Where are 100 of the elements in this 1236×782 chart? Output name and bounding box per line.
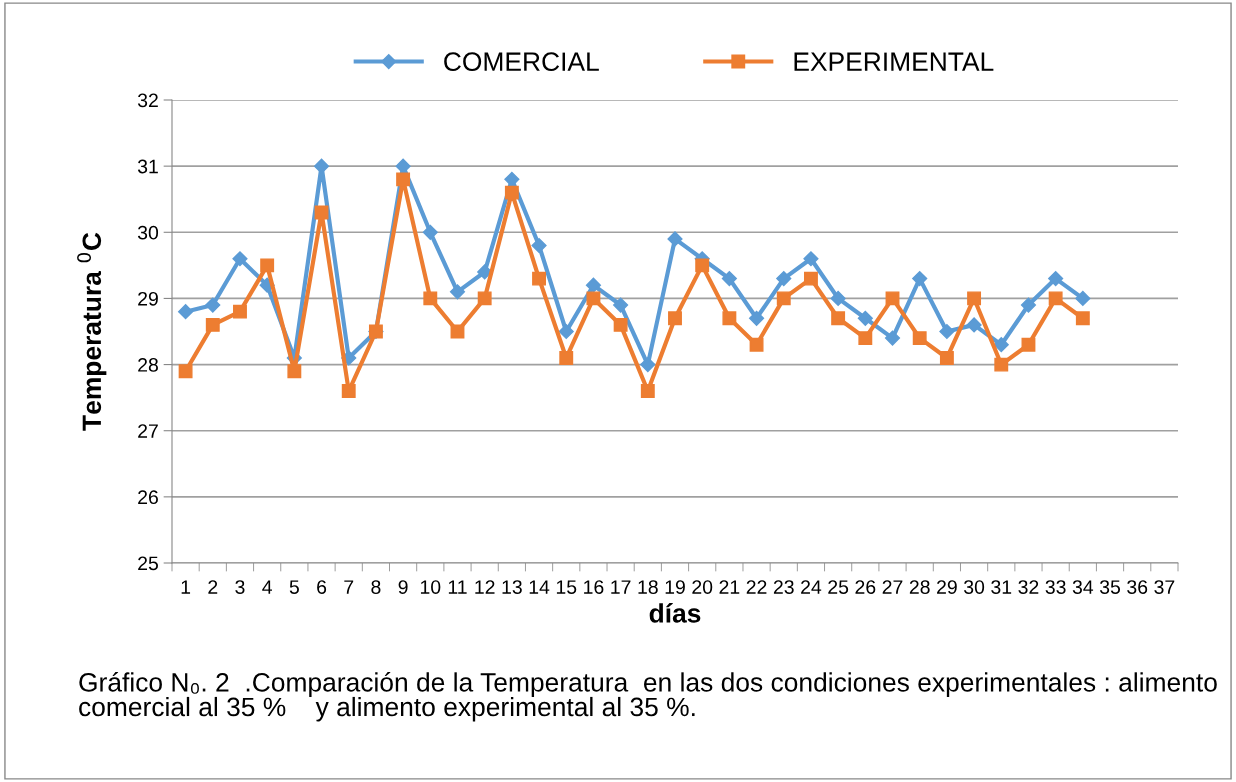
x-tick-label: 33	[1045, 580, 1066, 594]
point	[885, 291, 900, 306]
x-axis-title: días	[649, 603, 701, 623]
x-tick-label: 25	[828, 580, 849, 594]
point	[857, 310, 873, 326]
x-tick-label: 31	[991, 580, 1012, 594]
point	[396, 172, 411, 187]
point	[1021, 337, 1036, 352]
x-tick-label: 36	[1127, 580, 1148, 594]
x-tick-label: 3	[235, 580, 245, 594]
y-tick-label: 28	[138, 358, 158, 372]
y-axis-title: Temperatura $^{0}$C	[77, 232, 107, 431]
legend-label: COMERCIAL	[444, 52, 599, 72]
x-tick-label: 20	[692, 580, 713, 594]
point	[395, 158, 411, 174]
x-tick-label: 10	[420, 580, 441, 594]
text: Gráfico N₀. 2 .Comparación de la Temperatura en las dos condiciones experimentales : alimento comercial al 35 % y alimento experimental al 35 %.	[79, 672, 1217, 722]
point	[260, 258, 275, 273]
x-tick-label: 29	[937, 580, 957, 594]
x-tick-label: 21	[719, 580, 740, 594]
point	[912, 271, 928, 287]
point	[776, 291, 791, 306]
point	[993, 337, 1009, 353]
point	[1075, 311, 1090, 326]
point	[449, 284, 466, 300]
point	[178, 364, 193, 379]
point	[423, 291, 438, 306]
x-tick-label: 37	[1154, 580, 1175, 594]
point	[558, 323, 574, 340]
point	[233, 304, 247, 319]
point	[939, 351, 954, 365]
point	[858, 331, 873, 346]
point	[341, 384, 356, 398]
y-tick-label: 32	[137, 93, 158, 108]
x-tick-label: 17	[611, 580, 631, 594]
y-tick-label: 30	[137, 225, 159, 240]
x-tick-label: 26	[855, 580, 876, 594]
x-tick-label: 1	[181, 580, 191, 594]
point	[884, 330, 901, 346]
x-tick-label: 19	[665, 580, 685, 594]
x-tick-label: 6	[317, 580, 327, 594]
x-tick-label: 22	[746, 580, 767, 594]
x-tick-label: 30	[964, 580, 985, 594]
point	[912, 331, 927, 346]
point	[287, 364, 302, 379]
point	[667, 231, 683, 247]
point	[830, 290, 846, 306]
x-tick-label: 18	[638, 580, 658, 594]
point	[748, 310, 765, 326]
point	[422, 224, 438, 240]
x-tick-label: 2	[208, 580, 218, 594]
point	[695, 258, 710, 273]
x-tick-label: 9	[398, 580, 408, 594]
x-tick-label: 34	[1072, 580, 1094, 594]
point	[232, 251, 248, 267]
y-tick-label: 27	[138, 424, 158, 438]
x-tick-label: 15	[556, 580, 577, 594]
point	[804, 271, 818, 286]
point	[1048, 291, 1063, 306]
x-tick-label: 32	[1018, 580, 1039, 594]
point	[313, 158, 330, 174]
point	[776, 271, 792, 287]
x-tick-label: 8	[371, 580, 381, 594]
x-tick-label: 28	[909, 580, 930, 594]
x-tick-label: 27	[882, 580, 903, 594]
point	[640, 384, 655, 398]
point	[559, 351, 574, 365]
point	[314, 205, 329, 220]
x-tick-label: 23	[773, 580, 794, 594]
point	[939, 323, 955, 340]
point	[178, 304, 194, 320]
x-tick-label: 14	[529, 580, 550, 594]
point	[531, 237, 547, 254]
point	[586, 291, 601, 306]
x-tick-label: 35	[1099, 580, 1121, 594]
point	[722, 311, 737, 326]
x-tick-label: 13	[502, 580, 522, 594]
point	[1075, 290, 1091, 306]
point	[994, 357, 1009, 372]
point	[803, 251, 819, 267]
point	[205, 317, 220, 332]
point	[640, 357, 656, 373]
x-tick-label: 12	[475, 580, 495, 594]
x-tick-label: 11	[448, 580, 467, 594]
y-tick-label: 26	[138, 490, 158, 505]
point	[477, 291, 492, 306]
x-tick-label: 24	[801, 580, 822, 594]
point	[613, 317, 628, 332]
legend-label: EXPERIMENTAL	[794, 52, 994, 71]
point	[1020, 297, 1037, 313]
x-tick-label: 16	[584, 580, 604, 594]
point	[831, 311, 846, 326]
point	[668, 311, 682, 326]
point	[967, 291, 982, 306]
point	[749, 337, 764, 352]
point	[532, 271, 546, 286]
point	[966, 317, 982, 333]
point	[585, 277, 602, 293]
point	[721, 271, 737, 287]
y-tick-label: 31	[137, 159, 158, 174]
